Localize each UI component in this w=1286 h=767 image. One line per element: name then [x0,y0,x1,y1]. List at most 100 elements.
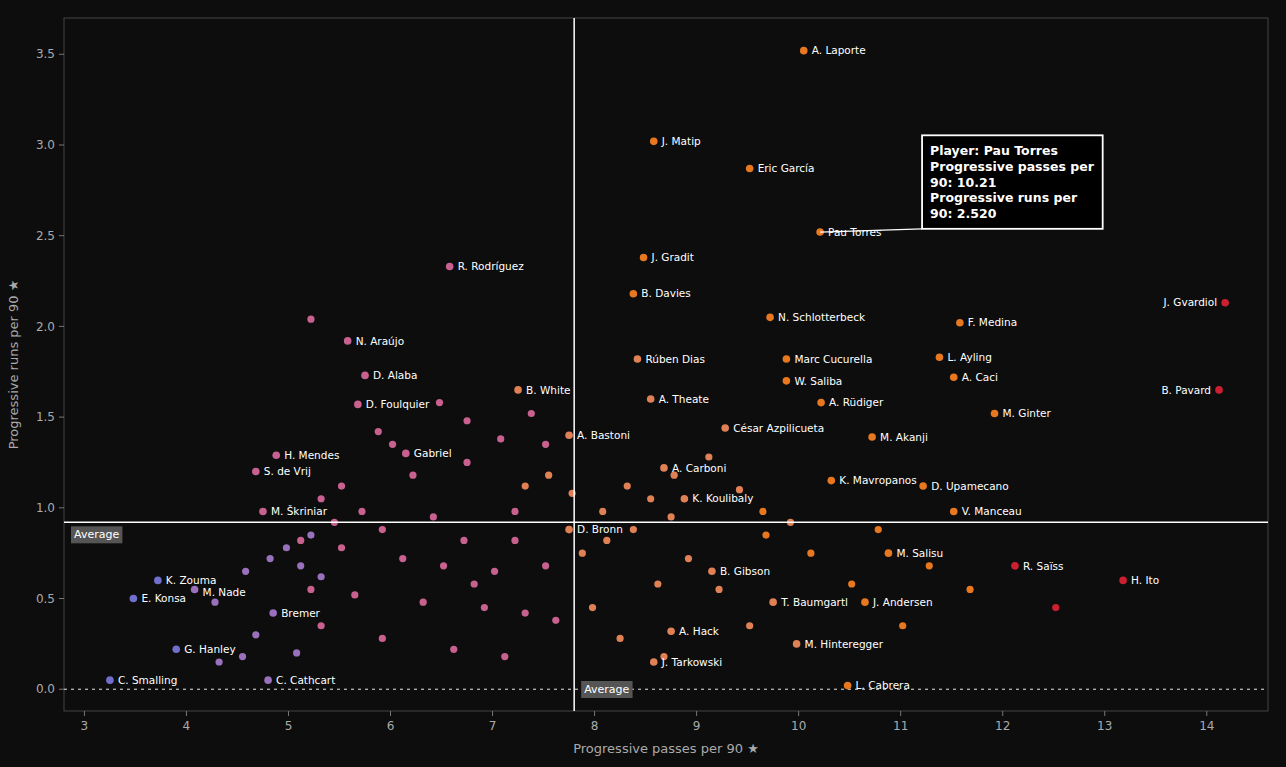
point [848,580,855,587]
point [589,604,596,611]
point [399,555,406,562]
point-label: Bremer [281,607,320,619]
x-tick [900,711,901,716]
point-label: C. Cathcart [276,674,335,686]
point-label: Marc Cucurella [794,353,872,365]
y-tick [59,144,64,145]
point [267,555,274,562]
player-point [769,598,777,606]
player-point [172,646,180,654]
point [685,555,692,562]
point [511,537,518,544]
y-tick-label: 2.5 [36,229,55,243]
point-label: B. Gibson [720,565,770,577]
y-tick-label: 1.0 [36,501,55,515]
y-tick [59,54,64,55]
point [409,472,416,479]
point-label: B. Davies [641,287,690,299]
x-tick-label: 13 [1097,719,1112,733]
y-axis-label: Progressive runs per 90 ★ [6,280,21,450]
point [501,653,508,660]
axes: 345678910111213140.00.51.01.52.02.53.03.… [36,47,1215,733]
point [358,508,365,515]
player-point [708,568,716,576]
player-point [640,254,648,262]
point [899,622,906,629]
reference-label-text: Average [584,683,629,696]
player-point [191,586,199,594]
player-point [1221,299,1229,307]
player-point [844,682,852,690]
point [375,428,382,435]
player-point [272,451,280,459]
average-line [64,522,1268,524]
point-label: E. Konsa [141,592,186,604]
point-label: César Azpilicueta [733,422,824,434]
points [106,47,1229,690]
player-point [950,373,958,381]
x-tick [1206,711,1207,716]
annotation-line: 90: 2.520 [930,206,997,221]
player-point [721,424,729,432]
annotation-line: 90: 10.21 [930,175,996,190]
point [215,658,222,665]
point-label: K. Zouma [166,574,217,586]
player-point [354,401,362,409]
y-tick [59,689,64,690]
y-tick-label: 1.5 [36,410,55,424]
point [599,508,606,515]
point [926,562,933,569]
point-label: F. Medina [968,316,1017,328]
point [481,604,488,611]
point [542,562,549,569]
player-point [565,526,573,534]
player-point [800,47,808,55]
player-point [746,165,754,173]
point-label: G. Hanley [184,643,235,655]
point-label: A. Theate [659,393,709,405]
point [715,586,722,593]
point [807,550,814,557]
point [497,435,504,442]
point [528,410,535,417]
point-label: H. Mendes [284,449,339,461]
y-tick-label: 0.5 [36,592,55,606]
point-label: M. Nade [203,586,246,598]
point [624,482,631,489]
x-tick [84,711,85,716]
x-axis-label: Progressive passes per 90 ★ [573,741,759,756]
point [379,526,386,533]
player-point [766,314,774,322]
point-label: Eric García [758,162,815,174]
y-tick [59,417,64,418]
point-label: A. Bastoni [577,429,630,441]
point-label: L. Cabrera [856,679,910,691]
player-point [950,508,958,516]
point [630,526,637,533]
x-tick [798,711,799,716]
point-label: N. Schlotterbeck [778,311,866,323]
player-point [919,482,927,490]
point-label: K. Mavropanos [839,474,916,486]
point [297,562,304,569]
annotation-box [922,135,1103,229]
player-point [817,399,825,407]
point [759,508,766,515]
point [252,631,259,638]
x-tick-label: 5 [285,719,293,733]
y-tick [59,235,64,236]
point [762,531,769,538]
point [545,472,552,479]
x-tick [186,711,187,716]
point [542,441,549,448]
point [1052,604,1059,611]
x-tick-label: 14 [1199,719,1214,733]
point [239,653,246,660]
point-label: D. Foulquier [366,398,430,410]
player-point [783,377,791,385]
point [654,580,661,587]
y-tick [59,598,64,599]
player-point [1215,386,1223,394]
player-point [868,433,876,441]
point-label: A. Caci [962,371,998,383]
